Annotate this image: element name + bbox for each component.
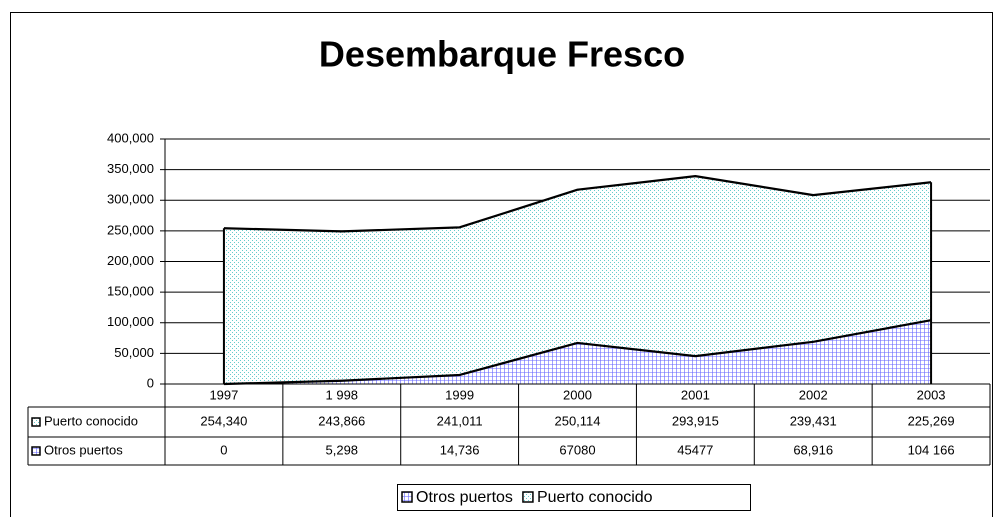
table-value: 104 166	[908, 442, 955, 457]
y-tick-label: 150,000	[107, 284, 154, 299]
legend-key	[401, 491, 413, 503]
table-value: 254,340	[200, 413, 247, 428]
y-tick-label: 50,000	[114, 345, 154, 360]
legend-label: Puerto conocido	[537, 489, 653, 506]
x-tick-label: 2000	[563, 387, 592, 402]
x-tick-label: 2001	[681, 387, 710, 402]
legend-label: Otros puertos	[416, 489, 513, 506]
x-tick-label: 1999	[445, 387, 474, 402]
area-line	[223, 175, 932, 233]
y-tick-label: 250,000	[107, 222, 154, 237]
area-fill	[223, 176, 932, 384]
table-value: 225,269	[908, 413, 955, 428]
table-value: 14,736	[440, 442, 480, 457]
table-value: 5,298	[326, 442, 359, 457]
y-tick-label: 100,000	[107, 314, 154, 329]
legend-key	[31, 417, 41, 427]
table-value: 243,866	[318, 413, 365, 428]
y-tick-label: 400,000	[107, 130, 154, 145]
y-tick-label: 300,000	[107, 192, 154, 207]
table-value: 45477	[677, 442, 713, 457]
legend-key	[522, 491, 534, 503]
chart-title: Desembarque Fresco	[319, 34, 685, 75]
table-value: 250,114	[554, 413, 600, 428]
table-value: 68,916	[793, 442, 833, 457]
table-value: 293,915	[672, 413, 719, 428]
y-tick-label: 200,000	[107, 253, 154, 268]
legend-key	[31, 446, 41, 456]
area-line	[223, 319, 932, 386]
x-tick-label: 2002	[799, 387, 828, 402]
y-tick-label: 0	[147, 375, 154, 390]
area-fill	[223, 320, 932, 384]
row-label: Puerto conocido	[44, 413, 138, 428]
table-value: 0	[220, 442, 227, 457]
table-value: 239,431	[790, 413, 837, 428]
x-tick-label: 1 998	[326, 387, 359, 402]
table-value: 241,011	[437, 413, 483, 428]
row-label: Otros puertos	[44, 442, 123, 457]
legend-box	[397, 484, 751, 511]
y-tick-label: 350,000	[107, 161, 154, 176]
table-value: 67080	[559, 442, 595, 457]
x-tick-label: 2003	[917, 387, 946, 402]
x-tick-label: 1997	[209, 387, 238, 402]
chart-border	[10, 12, 993, 517]
